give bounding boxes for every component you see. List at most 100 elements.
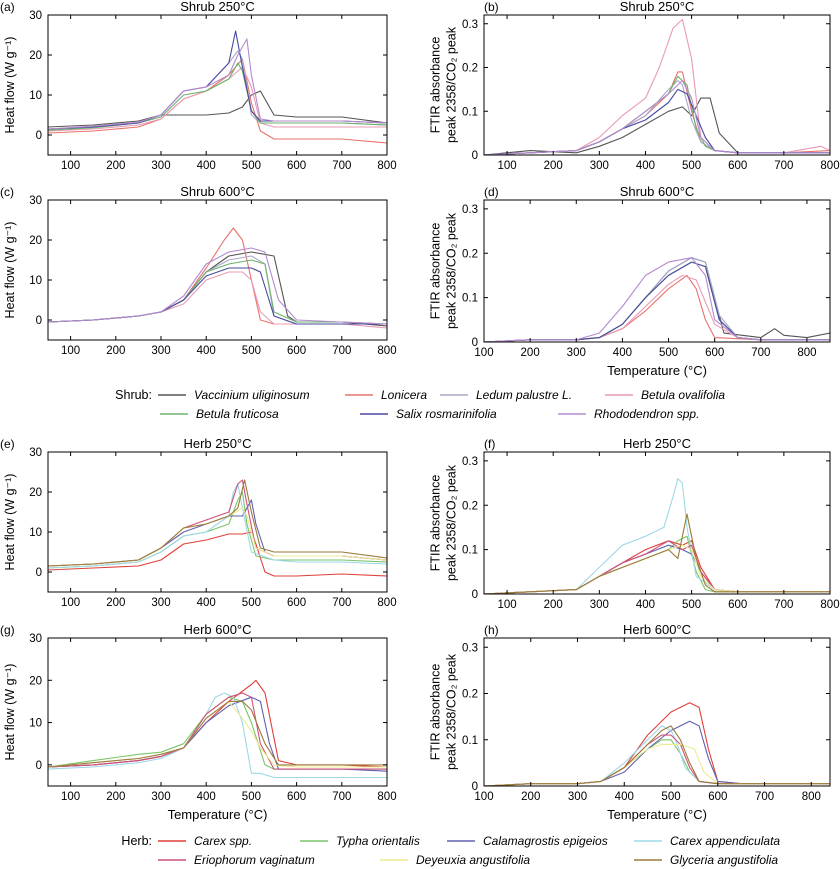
x-tick-label: 400 [197,345,216,357]
x-tick-label: 200 [521,791,540,803]
plot-frame [483,14,831,156]
y-axis-title: Heat flow (W g⁻¹) [3,37,17,134]
y-tick-label: 20 [29,675,42,687]
x-tick-label: 500 [659,347,678,359]
series-line-2 [484,274,830,342]
x-tick-label: 200 [106,597,125,609]
x-tick-label: 500 [242,345,261,357]
y-tick-label: 0 [36,567,42,579]
x-tick-label: 100 [497,599,516,611]
x-tick-label: 400 [613,347,632,359]
series-line-4 [484,274,830,342]
x-tick-label: 700 [332,597,351,609]
x-tick-label: 800 [802,791,821,803]
panel-title: Shrub 250°C [620,0,695,14]
series-line-1 [48,90,387,128]
y-tick-label: 20 [29,50,42,62]
series-line-5 [48,479,387,567]
y-tick-label: 0.3 [462,204,478,216]
series-group [48,227,387,329]
y-axis-title: FTIR absorbance peak 2358/CO₂ peak [429,212,459,329]
series-group [484,257,830,342]
series-line-1 [48,251,387,327]
panel-title: Herb 600°C [183,622,251,637]
x-tick-label: 400 [636,599,655,611]
panel-title: Shrub 250°C [180,0,255,14]
x-tick-label: 400 [197,791,216,803]
x-tick-label: 600 [287,597,306,609]
x-tick-label: 600 [708,791,727,803]
y-tick-label: 20 [29,235,42,247]
series-group [48,679,387,779]
series-line-4 [48,692,387,779]
series-line-2 [48,58,387,144]
x-tick-label: 700 [755,791,774,803]
x-axis-title: Temperature (°C) [168,807,268,822]
x-tick-label: 600 [287,160,306,172]
x-tick-label: 500 [682,160,701,172]
y-axis-title: FTIR absorbance peak 2358/CO₂ peak [429,464,459,581]
herb-legend: Herb: Carex spp. Typha orientalis Calamagro… [121,834,780,867]
series-line-7 [484,513,830,594]
y-tick-label: 0.2 [462,689,478,701]
x-tick-label: 800 [377,791,396,803]
y-tick-label: 0 [36,130,42,142]
panel-title: Herb 250°C [183,436,251,451]
x-tick-label: 200 [106,160,125,172]
panel-h: 100 200 300 400 500 600 700 800 0 0.1 0.2 0.3 (h) Her… [429,622,831,822]
x-tick-label: 700 [774,599,793,611]
legend-entry-label: Carex appendiculata [670,834,780,848]
y-tick-label: 30 [29,10,42,22]
x-tick-label: 700 [751,347,770,359]
panel-tag: (c) [0,185,14,199]
panel-b: 100 200 300 400 500 600 700 800 0 0.1 0.2 0.3 (b) Shr… [429,0,840,172]
series-line-7 [48,479,387,567]
x-tick-label: 800 [797,347,816,359]
y-tick-label: 0.2 [462,500,478,512]
shrub-legend: Shrub: Vaccinium uliginosum Lonicera Ledum … [115,388,725,421]
y-tick-label: 10 [29,90,42,102]
x-tick-label: 200 [544,599,563,611]
panel-tag: (h) [484,623,499,637]
x-tick-label: 800 [377,345,396,357]
x-tick-label: 300 [590,599,609,611]
x-tick-label: 100 [497,160,516,172]
panel-e: 100 200 300 400 500 600 700 800 0 10 20 30 (e) Herb 2… [0,436,397,609]
x-axis-title: Temperature (°C) [607,807,707,822]
series-line-6 [484,544,830,594]
panel-g: 100 200 300 400 500 600 700 800 0 10 20 30 (g) Herb 6… [0,622,397,822]
y-tick-label: 0.1 [462,293,478,305]
legend-entry-label: Vaccinium uliginosum [194,388,310,402]
legend-entry-label: Typha orientalis [336,834,420,848]
series-line-1 [484,540,830,594]
x-tick-label: 600 [287,345,306,357]
series-line-6 [48,700,387,768]
x-tick-label: 500 [682,599,701,611]
panel-d: 100 200 300 400 500 600 700 800 0 0.1 0.2 0.3 (d) Shr… [429,184,831,378]
series-line-7 [484,80,830,155]
x-tick-label: 300 [151,160,170,172]
series-line-3 [484,544,830,594]
x-tick-label: 500 [242,791,261,803]
series-group [484,702,830,786]
plot-frame [483,199,831,343]
series-line-4 [484,478,830,594]
x-tick-label: 800 [377,597,396,609]
y-tick-label: 0 [472,781,478,793]
y-tick-label: 0 [472,150,478,162]
y-tick-label: 0 [36,315,42,327]
x-tick-label: 700 [332,791,351,803]
x-tick-label: 600 [728,599,747,611]
y-axis-title: Heat flow (W g⁻¹) [3,474,17,571]
x-tick-label: 200 [106,345,125,357]
series-line-3 [48,255,387,325]
series-line-7 [48,700,387,768]
x-tick-label: 400 [636,160,655,172]
x-tick-label: 300 [151,791,170,803]
y-tick-label: 0.2 [462,63,478,75]
series-line-2 [48,696,387,770]
series-line-5 [484,261,830,342]
panel-tag: (a) [0,0,15,14]
legend-entry-label: Betula ovalifolia [641,388,725,402]
x-tick-label: 400 [197,160,216,172]
